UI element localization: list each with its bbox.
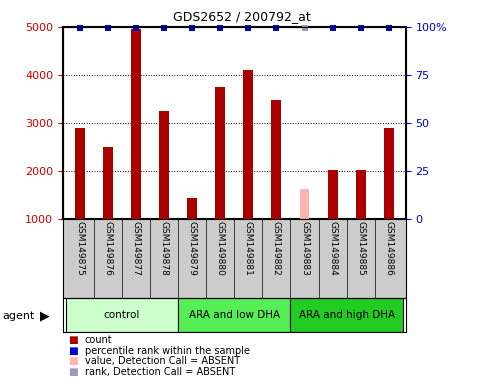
Text: GSM149886: GSM149886 [384, 221, 393, 276]
Text: percentile rank within the sample: percentile rank within the sample [85, 346, 250, 356]
Text: GSM149884: GSM149884 [328, 221, 337, 276]
Text: ■: ■ [68, 356, 77, 366]
Text: agent: agent [2, 311, 35, 321]
Text: GSM149876: GSM149876 [103, 221, 112, 276]
Bar [299, 189, 310, 219]
Text: control: control [104, 310, 140, 320]
Text: GSM149878: GSM149878 [159, 221, 169, 276]
Text: ■: ■ [68, 346, 77, 356]
Text: GSM149879: GSM149879 [187, 221, 197, 276]
Bar [66, 298, 178, 332]
Bar [187, 198, 197, 219]
Bar [356, 170, 366, 219]
Text: GSM149877: GSM149877 [131, 221, 141, 276]
Text: GSM149875: GSM149875 [75, 221, 84, 276]
Bar [103, 147, 113, 219]
Text: ■: ■ [68, 335, 77, 345]
Bar [328, 170, 338, 219]
Text: count: count [85, 335, 112, 345]
Text: rank, Detection Call = ABSENT: rank, Detection Call = ABSENT [85, 367, 235, 377]
Bar [178, 298, 290, 332]
Bar [131, 29, 141, 219]
Text: GSM149881: GSM149881 [244, 221, 253, 276]
Text: GSM149880: GSM149880 [216, 221, 225, 276]
Text: ■: ■ [68, 367, 77, 377]
Bar [159, 111, 169, 219]
Text: GSM149883: GSM149883 [300, 221, 309, 276]
Text: ARA and low DHA: ARA and low DHA [189, 310, 280, 320]
Text: value, Detection Call = ABSENT: value, Detection Call = ABSENT [85, 356, 240, 366]
Bar [215, 87, 225, 219]
Text: GDS2652 / 200792_at: GDS2652 / 200792_at [172, 10, 311, 23]
Text: ▶: ▶ [40, 309, 49, 322]
Bar [384, 128, 394, 219]
Text: GSM149882: GSM149882 [272, 221, 281, 276]
Text: ARA and high DHA: ARA and high DHA [298, 310, 395, 320]
Bar [290, 298, 403, 332]
Bar [271, 100, 281, 219]
Bar [75, 127, 85, 219]
Text: GSM149885: GSM149885 [356, 221, 365, 276]
Bar [243, 70, 253, 219]
